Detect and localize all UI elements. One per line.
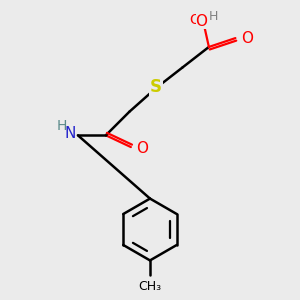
Text: CH₃: CH₃ — [138, 280, 162, 293]
Text: H: H — [56, 119, 67, 133]
Text: O: O — [241, 31, 253, 46]
Text: N: N — [64, 126, 76, 141]
Text: O: O — [189, 14, 200, 27]
Text: O: O — [136, 141, 148, 156]
Text: O: O — [196, 14, 208, 29]
Text: H: H — [208, 10, 218, 22]
Text: S: S — [150, 78, 162, 96]
